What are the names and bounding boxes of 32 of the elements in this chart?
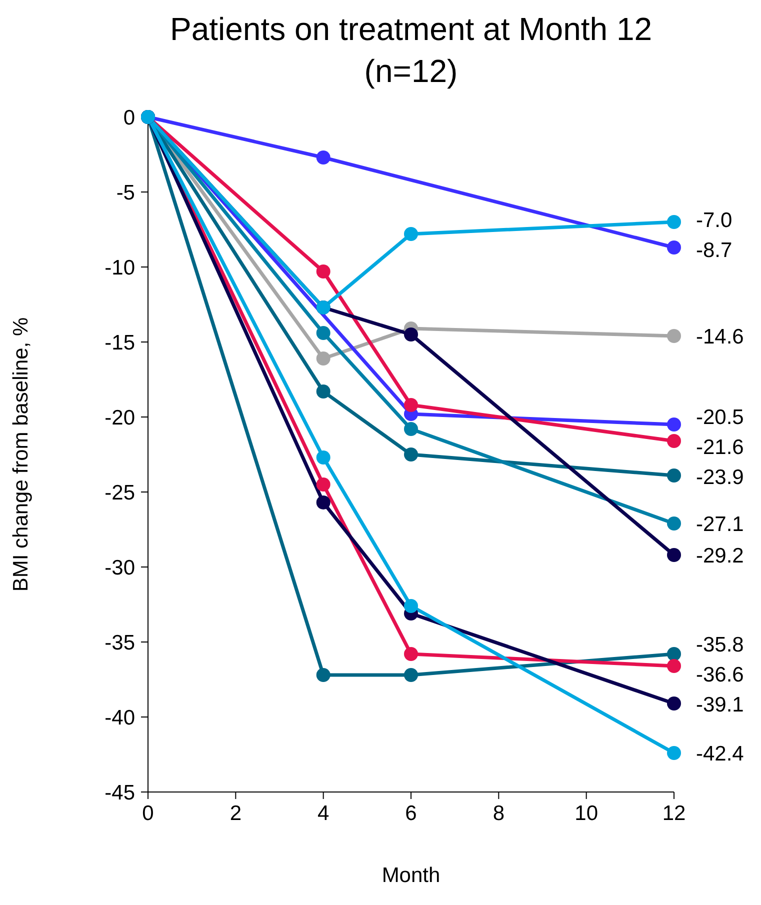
- y-tick-label: -45: [104, 781, 135, 804]
- x-tick-label: 6: [405, 802, 417, 825]
- x-axis-title: Month: [382, 864, 440, 887]
- y-tick-label: -30: [104, 556, 135, 580]
- x-tick-label: 10: [574, 802, 598, 825]
- x-tick-label: 8: [492, 802, 505, 825]
- x-tick-label: 12: [662, 802, 686, 825]
- y-axis-title: BMI change from baseline, %: [9, 317, 32, 592]
- data-label: -7.0: [696, 209, 732, 232]
- data-label: -14.6: [696, 325, 744, 348]
- y-tick-label: -40: [104, 706, 135, 730]
- data-label: -35.8: [696, 634, 744, 657]
- data-label: -8.7: [696, 239, 732, 262]
- y-tick-label: -15: [104, 331, 135, 354]
- x-tick-label: 2: [230, 802, 242, 825]
- y-tick-label: -10: [104, 256, 135, 280]
- data-label: -20.5: [696, 406, 744, 429]
- x-tick-label: 4: [317, 802, 330, 825]
- y-tick-label: -20: [104, 406, 135, 430]
- y-tick-label: 0: [123, 106, 135, 130]
- data-label: -36.6: [696, 664, 744, 687]
- data-label: -27.1: [696, 512, 744, 536]
- y-tick-label: -35: [104, 631, 135, 654]
- x-tick-label: 0: [142, 802, 154, 825]
- data-label: -42.4: [696, 742, 744, 766]
- y-tick-label: -25: [104, 481, 135, 504]
- data-label: -39.1: [696, 694, 744, 717]
- y-tick-label: -5: [116, 181, 135, 204]
- data-label: -23.9: [696, 466, 744, 489]
- data-label: -21.6: [696, 436, 744, 459]
- data-label: -29.2: [696, 544, 744, 568]
- chart-title: Patients on treatment at Month 12 (n=12): [168, 10, 654, 91]
